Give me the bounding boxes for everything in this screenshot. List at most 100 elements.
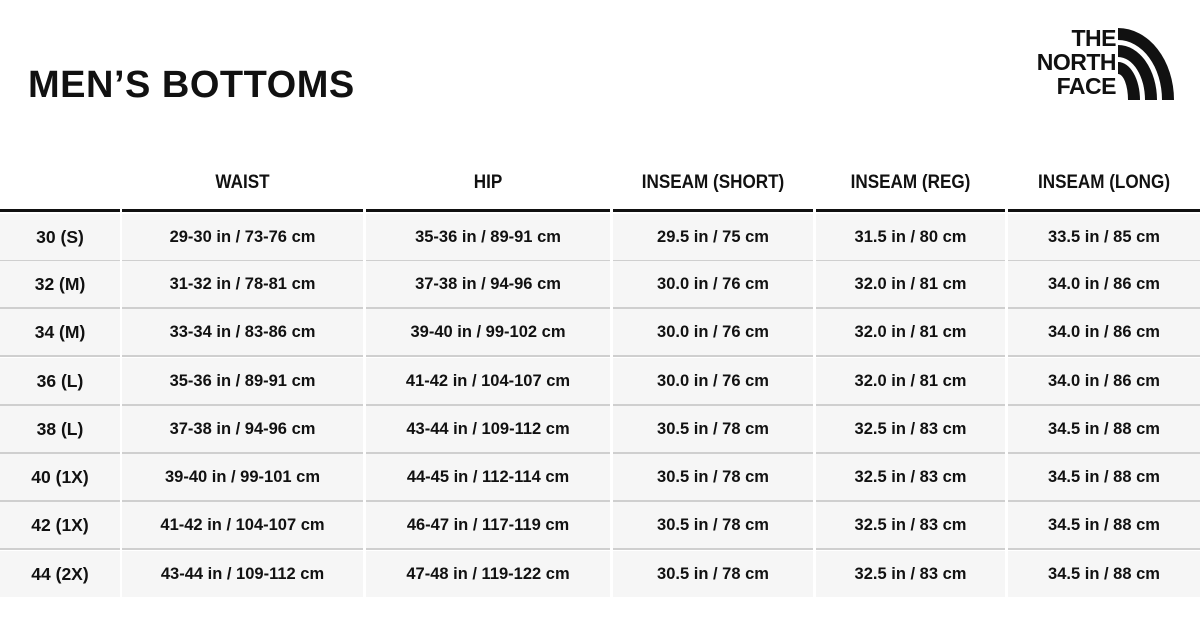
table-cell: 31-32 in / 78-81 cm: [169, 275, 316, 293]
size-label: 30 (S): [36, 227, 84, 247]
row-divider: [1008, 548, 1200, 550]
row-divider: [1008, 500, 1200, 502]
table-cell: 46-47 in / 117-119 cm: [406, 516, 570, 534]
table-cell: 32.5 in / 83 cm: [854, 565, 967, 583]
size-label: 34 (M): [34, 322, 86, 342]
row-divider: [816, 307, 1005, 309]
size-label: 42 (1X): [31, 515, 89, 535]
table-cell: 43-44 in / 109-112 cm: [160, 565, 325, 583]
row-divider: [122, 500, 363, 502]
size-label: 44 (2X): [31, 564, 89, 584]
row-divider: [816, 355, 1005, 357]
row-divider: [122, 452, 363, 454]
row-divider: [366, 404, 610, 406]
row-divider: [366, 500, 610, 502]
table-cell: 32.0 in / 81 cm: [854, 372, 967, 390]
row-divider: [816, 548, 1005, 550]
row-divider: [122, 404, 363, 406]
table-cell: 32.0 in / 81 cm: [854, 323, 967, 341]
row-divider: [613, 500, 813, 502]
header-divider: [1008, 209, 1200, 212]
table-row: 40 (1X) 39-40 in / 99-101 cm 44-45 in / 11…: [0, 454, 1200, 502]
table-cell: 34.0 in / 86 cm: [1048, 323, 1160, 341]
row-divider: [1008, 355, 1200, 357]
table-cell: 30.5 in / 78 cm: [657, 516, 769, 534]
logo-line: NORTH: [1036, 49, 1117, 75]
row-divider: [613, 307, 813, 309]
table-cell: 30.5 in / 78 cm: [657, 468, 769, 486]
size-label: 38 (L): [36, 419, 84, 439]
table-cell: 34.5 in / 88 cm: [1048, 420, 1160, 438]
row-divider: [0, 500, 120, 502]
table-cell: 41-42 in / 104-107 cm: [160, 516, 325, 534]
table-cell: 30.0 in / 76 cm: [657, 372, 769, 390]
row-divider: [1008, 452, 1200, 454]
table-cell: 34.5 in / 88 cm: [1048, 516, 1160, 534]
logo-line: THE: [1071, 25, 1117, 51]
header-divider: [122, 209, 363, 212]
row-divider: [0, 404, 120, 406]
table-cell: 32.5 in / 83 cm: [854, 420, 967, 438]
row-divider: [816, 500, 1005, 502]
table-row: 44 (2X) 43-44 in / 109-112 cm 47-48 in / 1…: [0, 551, 1200, 597]
table-cell: 30.5 in / 78 cm: [657, 565, 769, 583]
page-title: MEN’S BOTTOMS: [28, 64, 355, 106]
half-dome-icon: [1118, 28, 1174, 100]
the-north-face-logo: THE NORTH FACE: [1012, 26, 1174, 102]
table-cell: 39-40 in / 99-101 cm: [164, 468, 320, 486]
header-divider: [816, 209, 1005, 212]
row-divider: [0, 355, 120, 357]
table-cell: 30.5 in / 78 cm: [657, 420, 769, 438]
row-divider: [816, 404, 1005, 406]
row-divider: [613, 355, 813, 357]
row-divider: [816, 452, 1005, 454]
table-cell: 43-44 in / 109-112 cm: [406, 420, 570, 438]
row-divider: [366, 452, 610, 454]
size-label: 36 (L): [36, 371, 84, 391]
row-divider: [122, 307, 363, 309]
row-divider: [613, 404, 813, 406]
table-cell: 32.5 in / 83 cm: [854, 468, 967, 486]
row-divider: [122, 355, 363, 357]
header-divider: [366, 209, 610, 212]
header-divider: [0, 209, 120, 212]
table-cell: 37-38 in / 94-96 cm: [415, 275, 561, 293]
table-cell: 32.5 in / 83 cm: [854, 516, 967, 534]
row-divider: [1008, 307, 1200, 309]
row-divider: [0, 452, 120, 454]
row-divider: [366, 355, 610, 357]
table-cell: 29.5 in / 75 cm: [657, 228, 769, 246]
table-row: 38 (L) 37-38 in / 94-96 cm 43-44 in / 109-…: [0, 406, 1200, 454]
table-cell: 35-36 in / 89-91 cm: [415, 228, 561, 246]
table-cell: 31.5 in / 80 cm: [854, 228, 967, 246]
size-label: 32 (M): [34, 274, 86, 294]
row-divider: [366, 548, 610, 550]
table-row: 30 (S) 29-30 in / 73-76 cm 35-36 in / 89-9…: [0, 214, 1200, 262]
size-label: 40 (1X): [31, 467, 89, 487]
column-header: INSEAM (REG): [850, 172, 971, 193]
row-divider: [1008, 404, 1200, 406]
row-divider: [0, 548, 120, 550]
column-header: INSEAM (LONG): [1037, 172, 1171, 193]
table-cell: 33.5 in / 85 cm: [1048, 228, 1160, 246]
row-divider: [122, 548, 363, 550]
table-row: 32 (M) 31-32 in / 78-81 cm 37-38 in / 94-9…: [0, 261, 1200, 309]
table-cell: 34.5 in / 88 cm: [1048, 468, 1160, 486]
row-divider: [613, 548, 813, 550]
table-cell: 33-34 in / 83-86 cm: [169, 323, 316, 341]
table-cell: 32.0 in / 81 cm: [854, 275, 967, 293]
column-header: HIP: [473, 172, 503, 193]
table-cell: 35-36 in / 89-91 cm: [169, 372, 316, 390]
table-cell: 30.0 in / 76 cm: [657, 323, 769, 341]
table-cell: 34.5 in / 88 cm: [1048, 565, 1160, 583]
table-cell: 41-42 in / 104-107 cm: [405, 372, 571, 390]
table-cell: 30.0 in / 76 cm: [657, 275, 769, 293]
table-cell: 44-45 in / 112-114 cm: [406, 468, 570, 486]
logo-line: FACE: [1056, 73, 1117, 99]
row-divider: [613, 452, 813, 454]
table-cell: 34.0 in / 86 cm: [1048, 275, 1160, 293]
table-cell: 39-40 in / 99-102 cm: [410, 323, 566, 341]
column-header: INSEAM (SHORT): [641, 172, 785, 193]
column-header: WAIST: [215, 172, 270, 193]
table-row: 42 (1X) 41-42 in / 104-107 cm 46-47 in / 1…: [0, 502, 1200, 550]
